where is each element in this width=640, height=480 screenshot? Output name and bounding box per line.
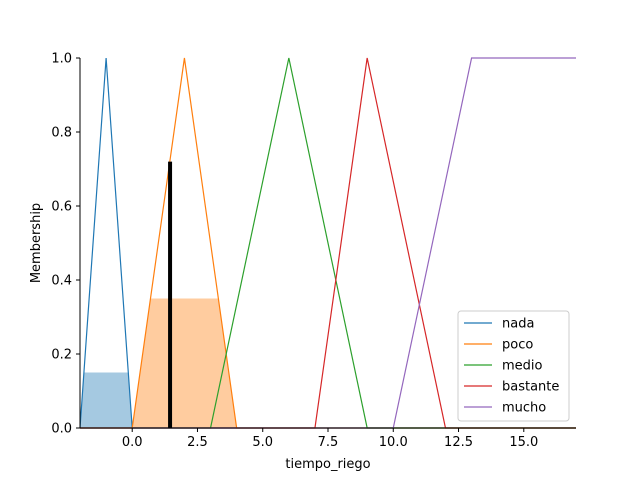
legend-frame <box>457 310 570 422</box>
y-ticks: 0.0 0.2 0.4 0.6 0.8 1.0 <box>51 52 80 437</box>
legend-label-poco: poco <box>502 338 533 353</box>
y-tick-label: 0.2 <box>51 348 72 363</box>
x-tick-label: 5.0 <box>252 435 273 450</box>
legend-label-nada: nada <box>502 317 534 332</box>
x-tick-label: 2.5 <box>187 435 208 450</box>
x-tick-label: 10.0 <box>379 435 408 450</box>
y-axis-label: Membership <box>29 203 44 283</box>
x-tick-label: 7.5 <box>318 435 339 450</box>
legend-label-bastante: bastante <box>502 380 559 395</box>
x-ticks: 0.0 2.5 5.0 7.5 10.0 12.5 15.0 <box>122 428 538 450</box>
activation-fills <box>80 298 237 428</box>
legend: nada poco medio bastante mucho <box>457 310 570 422</box>
legend-label-medio: medio <box>502 359 543 374</box>
legend-label-mucho: mucho <box>502 401 546 416</box>
y-tick-label: 1.0 <box>51 52 72 67</box>
x-tick-label: 0.0 <box>122 435 143 450</box>
x-tick-label: 12.5 <box>444 435 473 450</box>
activation-fill-poco <box>132 298 237 428</box>
activation-fill-nada <box>80 372 133 428</box>
x-axis-label: tiempo_riego <box>285 457 370 472</box>
x-tick-label: 15.0 <box>509 435 538 450</box>
y-tick-label: 0.4 <box>51 274 72 289</box>
y-tick-label: 0.0 <box>51 422 72 437</box>
y-tick-label: 0.6 <box>51 200 72 215</box>
y-tick-label: 0.8 <box>51 126 72 141</box>
